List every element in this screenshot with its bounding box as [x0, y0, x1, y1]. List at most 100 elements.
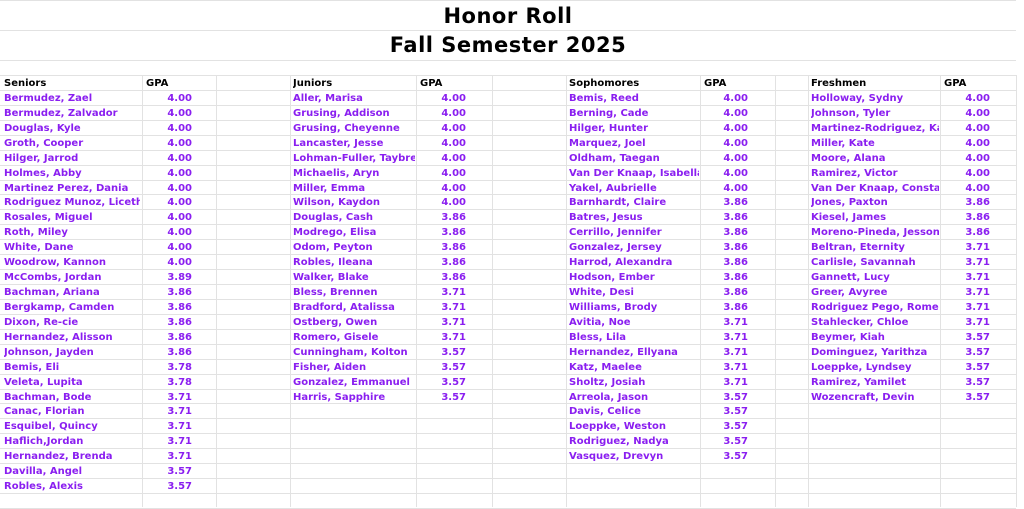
student-name: Bergkamp, Camden: [4, 302, 115, 313]
student-name: Roth, Miley: [4, 227, 68, 238]
student-name: Johnson, Jayden: [4, 347, 94, 358]
grid-line: [0, 224, 1016, 225]
student-gpa: 3.71: [723, 362, 748, 373]
student-name: Miller, Kate: [811, 138, 875, 149]
grid-line: [0, 418, 1016, 419]
student-name: Oldham, Taegan: [569, 153, 660, 164]
student-name: Bermudez, Zael: [4, 93, 93, 104]
student-gpa: 3.57: [167, 481, 192, 492]
student-gpa: 3.71: [167, 436, 192, 447]
student-name: Lohman-Fuller, Taybree: [293, 153, 415, 164]
student-gpa: 3.86: [441, 212, 466, 223]
student-gpa: 4.00: [167, 93, 192, 104]
student-name: Harris, Sapphire: [293, 392, 386, 403]
student-name: Loeppke, Weston: [569, 421, 666, 432]
student-name: Bemis, Eli: [4, 362, 60, 373]
student-gpa: 4.00: [723, 168, 748, 179]
grid-line: [0, 150, 1016, 151]
student-name: Rodriguez Pego, Romel: [811, 302, 939, 313]
student-name: Canac, Florian: [4, 406, 85, 417]
student-gpa: 3.57: [167, 466, 192, 477]
grid-line: [0, 194, 1016, 195]
student-name: Odom, Peyton: [293, 242, 373, 253]
grid-line: [0, 180, 1016, 181]
gpa-heading: GPA: [146, 78, 169, 89]
student-gpa: 3.57: [723, 451, 748, 462]
student-gpa: 3.78: [167, 377, 192, 388]
student-name: Bradford, Atalissa: [293, 302, 395, 313]
student-name: Robles, Ileana: [293, 257, 373, 268]
student-gpa: 3.89: [167, 272, 192, 283]
grid-line: [940, 75, 941, 507]
student-gpa: 4.00: [167, 227, 192, 238]
student-name: Martinez Perez, Dania: [4, 183, 129, 194]
grid-line: [0, 433, 1016, 434]
student-gpa: 4.00: [441, 123, 466, 134]
student-gpa: 4.00: [441, 183, 466, 194]
student-name: Michaelis, Aryn: [293, 168, 380, 179]
student-gpa: 3.57: [723, 392, 748, 403]
student-gpa: 4.00: [441, 93, 466, 104]
student-gpa: 3.71: [441, 317, 466, 328]
student-gpa: 4.00: [965, 123, 990, 134]
grid-line: [216, 75, 217, 507]
grid-line: [0, 60, 1016, 61]
student-name: Dixon, Re-cie: [4, 317, 79, 328]
student-name: Hodson, Ember: [569, 272, 655, 283]
student-gpa: 4.00: [965, 108, 990, 119]
student-name: Martinez-Rodriguez, Kaylie: [811, 123, 939, 134]
student-name: Dominguez, Yarithza: [811, 347, 928, 358]
student-name: Moore, Alana: [811, 153, 886, 164]
student-name: Rodriguez, Nadya: [569, 436, 669, 447]
student-gpa: 3.57: [441, 362, 466, 373]
student-name: White, Desi: [569, 287, 634, 298]
grid-line: [1016, 75, 1017, 507]
student-gpa: 4.00: [167, 168, 192, 179]
student-gpa: 3.71: [441, 332, 466, 343]
student-name: Hernandez, Alisson: [4, 332, 113, 343]
student-gpa: 3.86: [441, 242, 466, 253]
student-gpa: 3.86: [965, 227, 990, 238]
student-gpa: 3.86: [723, 242, 748, 253]
grid-line: [0, 314, 1016, 315]
group-heading: Juniors: [293, 78, 333, 89]
student-gpa: 3.57: [965, 362, 990, 373]
page-subtitle: Fall Semester 2025: [389, 33, 627, 57]
student-name: Ramirez, Victor: [811, 168, 898, 179]
student-name: Gannett, Lucy: [811, 272, 890, 283]
student-name: Esquibel, Quincy: [4, 421, 98, 432]
grid-line: [808, 75, 809, 507]
grid-line: [0, 165, 1016, 166]
student-gpa: 3.86: [723, 257, 748, 268]
grid-line: [0, 359, 1016, 360]
student-gpa: 3.71: [965, 302, 990, 313]
student-name: Stahlecker, Chloe: [811, 317, 909, 328]
student-gpa: 3.57: [441, 377, 466, 388]
student-name: Wozencraft, Devin: [811, 392, 915, 403]
student-gpa: 4.00: [167, 257, 192, 268]
student-gpa: 4.00: [723, 183, 748, 194]
student-name: Rodriguez Munoz, Liceth: [4, 197, 140, 208]
student-name: Walker, Blake: [293, 272, 369, 283]
student-gpa: 3.71: [723, 317, 748, 328]
grid-line: [0, 105, 1016, 106]
student-gpa: 3.86: [441, 227, 466, 238]
grid-line: [416, 75, 417, 507]
student-name: Bachman, Ariana: [4, 287, 100, 298]
student-name: Rosales, Miguel: [4, 212, 93, 223]
grid-line: [0, 120, 1016, 121]
student-gpa: 3.71: [965, 272, 990, 283]
student-name: Ostberg, Owen: [293, 317, 378, 328]
student-name: Jones, Paxton: [811, 197, 888, 208]
student-name: Harrod, Alexandra: [569, 257, 673, 268]
student-name: Grusing, Addison: [293, 108, 390, 119]
student-gpa: 3.86: [167, 347, 192, 358]
group-heading: Freshmen: [811, 78, 867, 89]
student-name: Avitia, Noe: [569, 317, 631, 328]
student-name: Sholtz, Josiah: [569, 377, 646, 388]
grid-line: [0, 463, 1016, 464]
grid-line: [775, 75, 776, 507]
student-name: Hilger, Jarrod: [4, 153, 79, 164]
student-gpa: 3.57: [965, 332, 990, 343]
student-name: Hernandez, Ellyana: [569, 347, 678, 358]
